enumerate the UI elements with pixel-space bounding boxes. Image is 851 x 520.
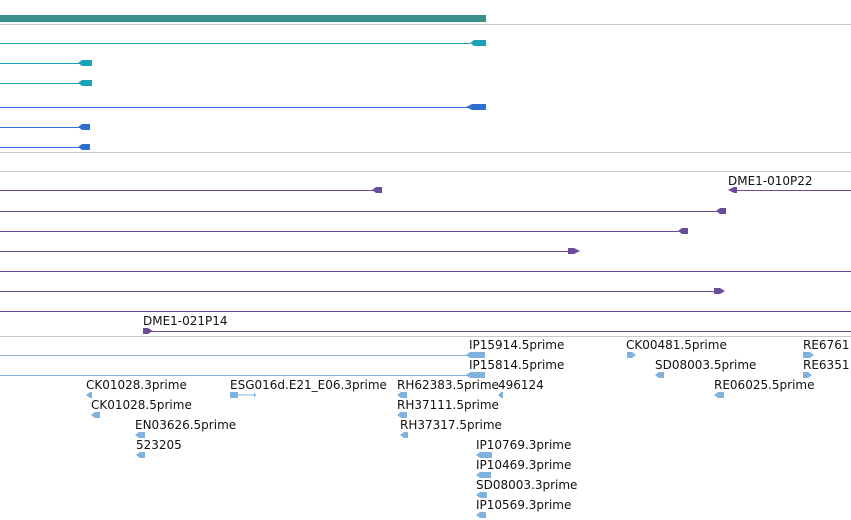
est-arrow — [476, 492, 487, 498]
clone-line[interactable] — [0, 251, 572, 252]
exon-arrow — [78, 80, 92, 86]
clone-label[interactable]: DME1-010P22 — [728, 174, 813, 188]
est-arrow — [714, 392, 724, 398]
est-label[interactable]: RE6761 — [803, 338, 850, 352]
exon-arrow — [466, 104, 486, 110]
exon-arrow — [78, 124, 90, 130]
clone-line[interactable] — [0, 211, 720, 212]
track-separator — [0, 152, 851, 153]
clone-end-arrow — [678, 228, 688, 234]
track-separator — [0, 171, 851, 172]
clone-end-arrow — [714, 288, 725, 294]
est-label[interactable]: CK01028.5prime — [91, 398, 192, 412]
est-arrow — [627, 352, 636, 358]
est-label[interactable]: RE6351 — [803, 358, 850, 372]
est-label[interactable]: ESG016d.E21_E06.3prime — [230, 378, 387, 392]
clone-line[interactable] — [0, 311, 851, 312]
transcript-line[interactable] — [0, 63, 82, 64]
clone-end-arrow — [568, 248, 580, 254]
clone-line[interactable] — [0, 190, 376, 191]
est-label[interactable]: IP15914.5prime — [469, 338, 565, 352]
track-separator — [0, 336, 851, 337]
est-arrow — [803, 372, 812, 378]
est-arrow — [476, 512, 486, 518]
transcript-line[interactable] — [0, 107, 470, 108]
clone-end-arrow — [728, 187, 737, 193]
est-line[interactable] — [0, 355, 470, 356]
est-arrow — [655, 372, 664, 378]
est-label[interactable]: IP10569.3prime — [476, 498, 572, 512]
clone-line[interactable] — [0, 271, 851, 272]
est-label[interactable]: IP10769.3prime — [476, 438, 572, 452]
clone-label[interactable]: DME1-021P14 — [143, 314, 228, 328]
est-label[interactable]: 496124 — [498, 378, 544, 392]
est-label[interactable]: CK01028.3prime — [86, 378, 187, 392]
est-arrow — [466, 352, 485, 358]
est-label[interactable]: EN03626.5prime — [135, 418, 237, 432]
est-arrow — [498, 392, 503, 398]
est-arrow — [91, 412, 100, 418]
clone-line[interactable] — [732, 190, 851, 191]
clone-end-arrow — [716, 208, 726, 214]
gene-span-bar[interactable] — [0, 15, 486, 22]
clone-end-arrow — [372, 187, 382, 193]
clone-line[interactable] — [0, 231, 680, 232]
est-label[interactable]: SD08003.3prime — [476, 478, 578, 492]
transcript-line[interactable] — [0, 43, 470, 44]
est-arrow — [254, 392, 256, 398]
est-arrow — [86, 392, 92, 398]
est-label[interactable]: RH37317.5prime — [400, 418, 502, 432]
est-label[interactable]: IP15814.5prime — [469, 358, 565, 372]
est-label[interactable]: RH62383.5prime — [397, 378, 499, 392]
transcript-line[interactable] — [0, 147, 82, 148]
est-line[interactable] — [0, 375, 470, 376]
est-label[interactable]: RH37111.5prime — [397, 398, 499, 412]
est-arrow — [466, 372, 485, 378]
clone-end-arrow — [143, 328, 153, 334]
transcript-line[interactable] — [0, 127, 82, 128]
est-arrow — [476, 472, 491, 478]
clone-line[interactable] — [0, 291, 718, 292]
est-arrow — [476, 452, 492, 458]
clone-line[interactable] — [150, 331, 851, 332]
track-separator — [0, 24, 851, 25]
est-arrow — [803, 352, 814, 358]
exon-arrow — [78, 60, 92, 66]
exon-arrow — [78, 144, 90, 150]
est-label[interactable]: SD08003.5prime — [655, 358, 757, 372]
est-arrow — [400, 432, 408, 438]
est-arrow — [397, 392, 407, 398]
est-label[interactable]: IP10469.3prime — [476, 458, 572, 472]
est-label[interactable]: RE06025.5prime — [714, 378, 815, 392]
est-label[interactable]: 523205 — [136, 438, 182, 452]
est-arrow — [230, 392, 238, 398]
est-label[interactable]: CK00481.5prime — [626, 338, 727, 352]
transcript-line[interactable] — [0, 83, 82, 84]
est-arrow — [136, 452, 145, 458]
exon-arrow — [470, 40, 486, 46]
est-arrow — [135, 432, 145, 438]
est-arrow — [397, 412, 407, 418]
